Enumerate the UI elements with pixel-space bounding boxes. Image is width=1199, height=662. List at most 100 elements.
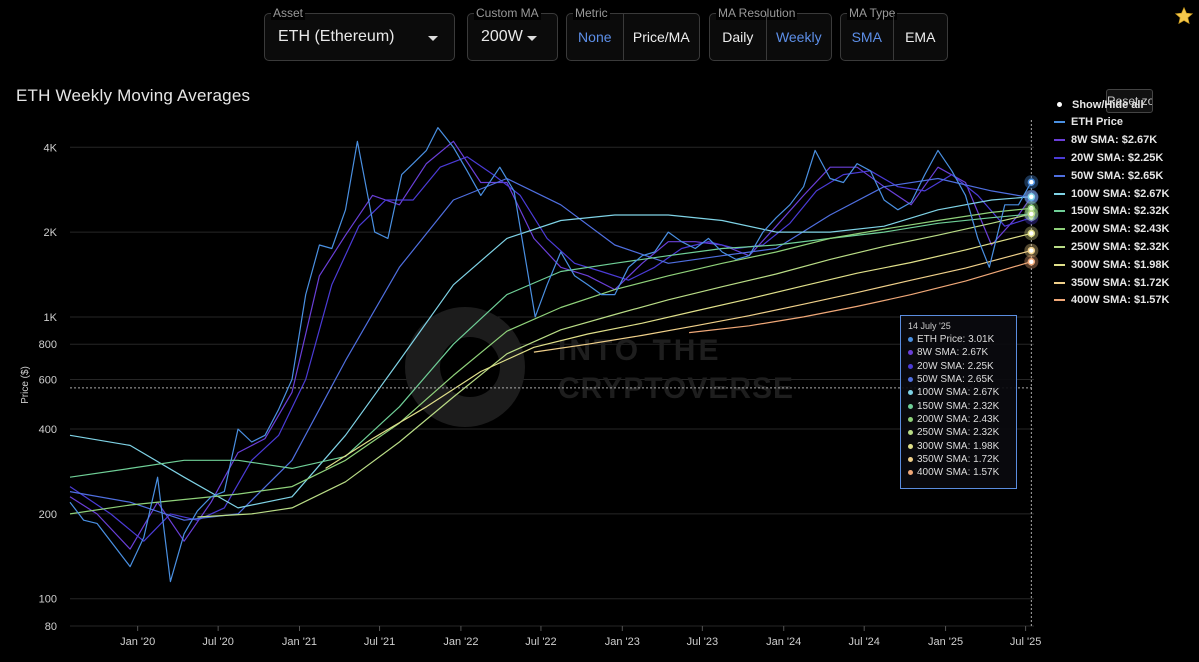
tooltip-dot [908,443,913,449]
watermark-line2: CRYPTOVERSE [558,372,794,405]
y-tick-label: 2K [44,227,58,239]
series-line-150w-sma [69,213,1032,478]
tooltip-dot [908,363,913,369]
tooltip-row: ETH Price: 3.01K [908,333,1009,346]
legend-show-hide-all[interactable]: Show/Hide all [1054,96,1144,113]
legend-label: 400W SMA: $1.57K [1071,294,1170,307]
divider [622,14,624,60]
tooltip-label: 50W SMA: 2.65K [917,374,994,386]
series-marker [1027,229,1036,238]
x-tick-label: Jul '24 [848,636,879,648]
tooltip-label: 20W SMA: 2.25K [917,360,994,372]
custom-ma-select[interactable]: Custom MA 200W [467,6,558,61]
ma-type-sma-button[interactable]: SMA [851,29,882,45]
legend-swatch [1054,139,1065,142]
tooltip-label: 400W SMA: 1.57K [917,467,1000,479]
legend-label: 250W SMA: $2.32K [1071,240,1170,253]
tooltip-label: 200W SMA: 2.43K [917,413,1000,425]
reset-zoom-button[interactable]: Reset zoom [1106,89,1153,113]
legend-item[interactable]: 300W SMA: $1.98K [1054,256,1169,273]
tooltip-row: 250W SMA: 2.32K [908,426,1009,439]
star-icon[interactable] [1174,6,1194,26]
x-tick-label: Jul '22 [525,636,556,648]
legend-item[interactable]: 350W SMA: $1.72K [1054,274,1169,291]
tooltip-dot [908,337,913,343]
series-line-250w-sma [197,213,1032,518]
tooltip-row: 350W SMA: 1.72K [908,453,1009,466]
legend-item[interactable]: 20W SMA: $2.25K [1054,149,1163,166]
x-tick-label: Jul '21 [364,636,395,648]
ma-resolution-toggle: MA Resolution Daily Weekly [709,6,832,61]
metric-none-button[interactable]: None [578,29,612,45]
custom-ma-label: Custom MA [474,6,541,20]
tooltip-dot [908,430,913,436]
tooltip-label: 250W SMA: 2.32K [917,427,1000,439]
custom-ma-value[interactable]: 200W [481,28,523,45]
legend-item[interactable]: ETH Price [1054,114,1123,131]
ma-type-label: MA Type [847,6,898,20]
asset-value[interactable]: ETH (Ethereum) [278,28,395,45]
legend-label: 150W SMA: $2.32K [1071,205,1170,218]
y-tick-label: 400 [39,424,57,436]
x-tick-label: Jan '20 [120,636,155,648]
tooltip-label: 150W SMA: 2.32K [917,400,1000,412]
series-marker [1027,210,1036,218]
tooltip-label: 350W SMA: 1.72K [917,453,1000,465]
series-marker [1027,178,1036,186]
x-tick-label: Jan '25 [928,636,963,648]
legend-item[interactable]: 100W SMA: $2.67K [1054,185,1169,202]
legend-item[interactable]: 200W SMA: $2.43K [1054,221,1169,238]
legend-swatch [1054,174,1065,177]
y-tick-label: 4K [44,142,58,154]
legend-swatch [1054,299,1065,302]
tooltip-dot [908,390,913,396]
series-line-200w-sma [69,207,1032,515]
y-tick-label: 1K [44,312,58,324]
legend-swatch [1054,245,1065,248]
series-line-20w-sma [69,156,1032,542]
tooltip-row: 50W SMA: 2.65K [908,373,1009,386]
legend-label: 50W SMA: $2.65K [1071,169,1164,182]
tooltip-row: 100W SMA: 2.67K [908,386,1009,399]
crosshair-markers [1024,175,1039,269]
series-line-400w-sma [689,261,1032,334]
series-line-100w-sma [69,196,1032,509]
legend-item[interactable]: 400W SMA: $1.57K [1054,292,1169,309]
resolution-daily-button[interactable]: Daily [722,29,754,45]
legend-label: 350W SMA: $1.72K [1071,276,1170,289]
series-lines [69,127,1032,583]
tooltip-row: 8W SMA: 2.67K [908,346,1009,359]
y-tick-label: 100 [39,594,57,606]
series-line-300w-sma [325,232,1032,469]
metric-label: Metric [573,6,610,20]
legend-label: 8W SMA: $2.67K [1071,134,1158,147]
legend-label: ETH Price [1071,116,1123,129]
tooltip-row: 300W SMA: 1.98K [908,439,1009,452]
metric-price-ma-button[interactable]: Price/MA [632,29,690,45]
y-tick-label: 800 [39,339,57,351]
tooltip-label: 8W SMA: 2.67K [917,347,989,359]
legend-item[interactable]: 250W SMA: $2.32K [1054,238,1169,255]
ma-type-toggle: MA Type SMA EMA [840,6,948,61]
legend-item[interactable]: 150W SMA: $2.32K [1054,203,1169,220]
resolution-weekly-button[interactable]: Weekly [775,29,822,45]
watermark-logo: INTO THE CRYPTOVERSE [405,307,794,427]
legend-item[interactable]: 50W SMA: $2.65K [1054,167,1163,184]
tooltip-row: 200W SMA: 2.43K [908,413,1009,426]
x-tick-label: Jan '21 [282,636,317,648]
legend-swatch [1054,156,1065,159]
metric-toggle: Metric None Price/MA [566,6,700,61]
legend-swatch [1054,210,1065,213]
legend-item[interactable]: 8W SMA: $2.67K [1054,132,1157,149]
legend-label: 300W SMA: $1.98K [1071,258,1170,271]
series-line-350w-sma [533,250,1032,353]
asset-select[interactable]: Asset ETH (Ethereum) [264,6,455,61]
tooltip-dot [908,456,913,462]
legend-swatch [1054,228,1065,231]
tooltip-dot [908,403,913,409]
ma-type-ema-button[interactable]: EMA [905,29,936,45]
tooltip-dot [908,416,913,422]
series-line-50w-sma [69,177,1032,521]
ma-resolution-label: MA Resolution [716,6,798,20]
x-tick-label: Jan '24 [766,636,801,648]
